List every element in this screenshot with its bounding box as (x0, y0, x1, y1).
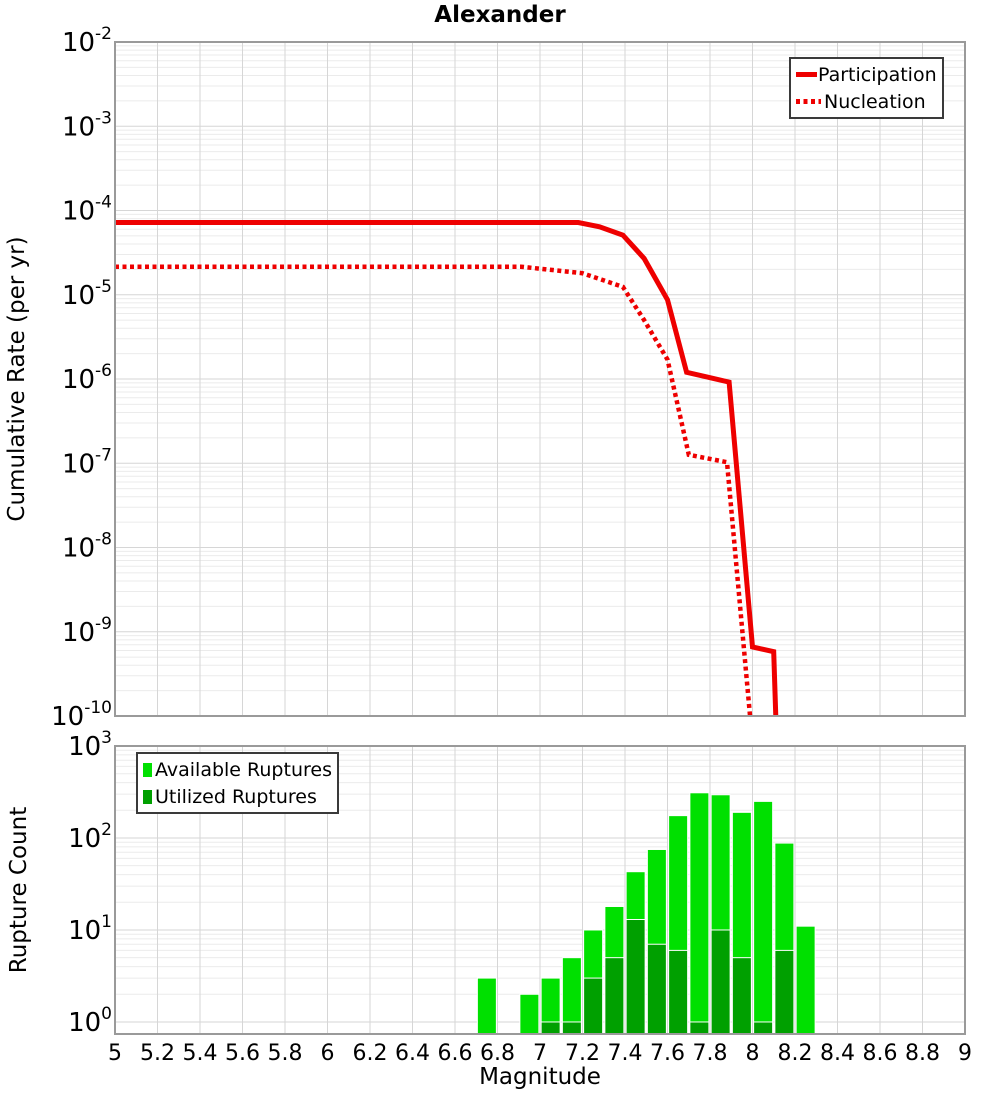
svg-text:8.2: 8.2 (778, 1041, 813, 1066)
legend-label: Participation (818, 63, 937, 86)
svg-text:8.8: 8.8 (905, 1041, 940, 1066)
plot-frames (114, 41, 966, 1035)
svg-text:7: 7 (533, 1041, 547, 1066)
svg-text:7.4: 7.4 (608, 1041, 643, 1066)
svg-text:8.6: 8.6 (863, 1041, 898, 1066)
svg-text:7.2: 7.2 (565, 1041, 600, 1066)
utilized-ruptures-swatch-icon (143, 789, 152, 804)
svg-text:5.6: 5.6 (225, 1041, 260, 1066)
available-ruptures-bars (476, 792, 816, 1035)
legend-label: Nucleation (824, 90, 926, 113)
page-title: Alexander (434, 2, 566, 28)
count-legend: Available Ruptures Utilized Ruptures (136, 752, 339, 814)
svg-text:10-5: 10-5 (62, 277, 112, 311)
rate-legend: Participation Nucleation (789, 57, 944, 119)
svg-text:8.4: 8.4 (820, 1041, 855, 1066)
svg-text:10-3: 10-3 (62, 108, 112, 142)
rate-y-tick-labels: 10-2 10-3 10-4 10-5 10-6 10-7 10-8 10-9 10-10 (51, 24, 112, 732)
svg-text:10-8: 10-8 (62, 530, 112, 564)
count-y-axis-title: Rupture Count (6, 806, 32, 974)
svg-text:10-6: 10-6 (62, 361, 112, 395)
legend-label: Utilized Ruptures (155, 785, 317, 808)
svg-text:7.8: 7.8 (693, 1041, 728, 1066)
legend-item-available-ruptures: Available Ruptures (143, 756, 332, 783)
svg-text:6.8: 6.8 (480, 1041, 515, 1066)
svg-text:8: 8 (746, 1041, 760, 1066)
svg-text:103: 103 (68, 728, 112, 762)
x-tick-labels: 5 5.2 5.4 5.6 5.8 6 6.2 6.4 6.6 6.8 7 7.2 7.4 7.6 7.8 8… (108, 1041, 972, 1066)
legend-item-participation: Participation (796, 61, 937, 88)
svg-text:100: 100 (68, 1004, 112, 1038)
svg-text:6.6: 6.6 (438, 1041, 473, 1066)
svg-text:10-4: 10-4 (62, 193, 112, 227)
svg-text:5: 5 (108, 1041, 122, 1066)
participation-line (115, 220, 779, 716)
rate-y-axis-title: Cumulative Rate (per yr) (4, 236, 30, 522)
svg-text:101: 101 (68, 912, 112, 946)
svg-text:7.6: 7.6 (650, 1041, 685, 1066)
grid-major (115, 42, 965, 716)
svg-text:6.2: 6.2 (353, 1041, 388, 1066)
svg-text:102: 102 (68, 820, 112, 854)
svg-text:6.4: 6.4 (395, 1041, 430, 1066)
svg-text:5.8: 5.8 (268, 1041, 303, 1066)
svg-text:10-10: 10-10 (51, 698, 112, 732)
x-axis-title: Magnitude (479, 1064, 601, 1090)
available-ruptures-swatch-icon (143, 762, 152, 777)
svg-text:5.2: 5.2 (140, 1041, 175, 1066)
legend-label: Available Ruptures (155, 758, 332, 781)
svg-text:10-2: 10-2 (62, 24, 112, 58)
legend-item-utilized-ruptures: Utilized Ruptures (143, 783, 332, 810)
nucleation-line (115, 264, 753, 716)
nucleation-line-swatch-icon (796, 99, 821, 104)
participation-line-swatch-icon (796, 72, 817, 77)
svg-text:10-9: 10-9 (62, 614, 112, 648)
legend-item-nucleation: Nucleation (796, 88, 937, 115)
svg-text:6: 6 (321, 1041, 335, 1066)
svg-text:5.4: 5.4 (183, 1041, 218, 1066)
count-y-tick-labels: 103 102 101 100 (68, 728, 112, 1038)
svg-text:9: 9 (958, 1041, 972, 1066)
svg-text:10-7: 10-7 (62, 445, 112, 479)
